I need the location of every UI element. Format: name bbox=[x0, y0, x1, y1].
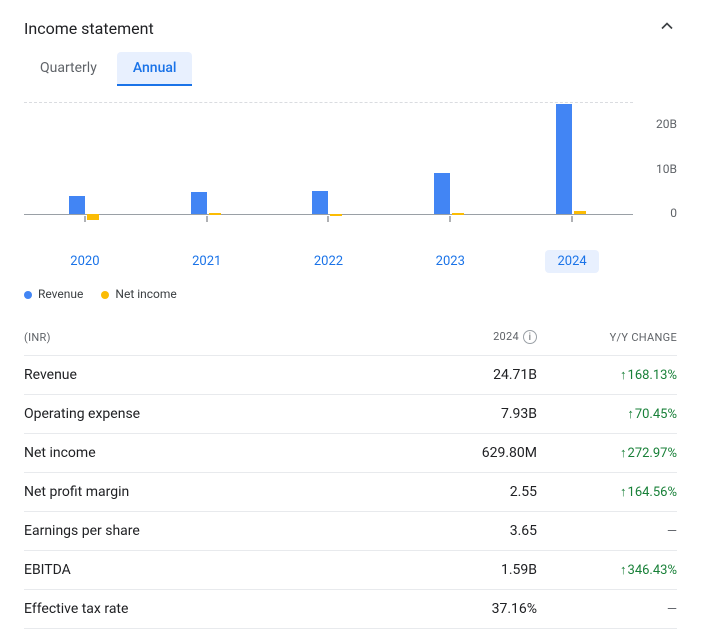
revenue-bar bbox=[312, 191, 328, 214]
income-bar-chart: 20B 10B 0 bbox=[24, 102, 677, 242]
metric-change: 164.56% bbox=[537, 484, 677, 500]
metric-value: 7.93B bbox=[397, 406, 537, 422]
metric-change: — bbox=[537, 602, 677, 617]
bar-group[interactable] bbox=[177, 103, 237, 222]
metric-value: 2.55 bbox=[397, 484, 537, 500]
x-label-year[interactable]: 2022 bbox=[302, 250, 355, 273]
table-row: Net income629.80M272.97% bbox=[24, 434, 677, 473]
income-table: (INR) 2024i Y/Y CHANGE Revenue24.71B168.… bbox=[24, 319, 677, 629]
y-tick-label: 20B bbox=[656, 117, 677, 131]
x-tick bbox=[328, 216, 329, 222]
metric-change: 168.13% bbox=[537, 367, 677, 383]
metric-value: 1.59B bbox=[397, 562, 537, 578]
metric-value: 24.71B bbox=[397, 367, 537, 383]
metric-label: Revenue bbox=[24, 367, 397, 383]
x-label-year[interactable]: 2020 bbox=[58, 250, 111, 273]
netincome-bar bbox=[209, 213, 221, 215]
table-row: Effective tax rate37.16%— bbox=[24, 590, 677, 629]
metric-change: 346.43% bbox=[537, 562, 677, 578]
metric-change: — bbox=[537, 524, 677, 539]
period-tabs: Quarterly Annual bbox=[24, 52, 677, 86]
netincome-bar bbox=[574, 211, 586, 214]
metric-label: Net profit margin bbox=[24, 484, 397, 500]
metric-value: 37.16% bbox=[397, 601, 537, 617]
col-value: 2024i bbox=[397, 330, 537, 344]
x-label-year[interactable]: 2024 bbox=[545, 250, 598, 273]
bar-group[interactable] bbox=[420, 103, 480, 222]
netincome-bar bbox=[452, 213, 464, 215]
table-row: EBITDA1.59B346.43% bbox=[24, 551, 677, 590]
bar-group[interactable] bbox=[298, 103, 358, 222]
col-change: Y/Y CHANGE bbox=[537, 331, 677, 344]
x-tick bbox=[572, 216, 573, 222]
table-row: Operating expense7.93B70.45% bbox=[24, 395, 677, 434]
revenue-bar bbox=[556, 104, 572, 214]
x-tick bbox=[84, 216, 85, 222]
metric-label: Net income bbox=[24, 445, 397, 461]
tab-annual[interactable]: Annual bbox=[117, 52, 193, 86]
x-label-year[interactable]: 2021 bbox=[180, 250, 233, 273]
metric-label: Effective tax rate bbox=[24, 601, 397, 617]
revenue-bar bbox=[191, 192, 207, 214]
table-row: Earnings per share3.65— bbox=[24, 512, 677, 551]
x-tick bbox=[206, 216, 207, 222]
netincome-bar bbox=[87, 214, 99, 220]
x-tick bbox=[450, 216, 451, 222]
y-tick-label: 10B bbox=[656, 162, 677, 176]
netincome-bar bbox=[330, 214, 342, 216]
bar-group[interactable] bbox=[542, 103, 602, 222]
col-currency: (INR) bbox=[24, 331, 397, 344]
metric-value: 3.65 bbox=[397, 523, 537, 539]
y-tick-label: 0 bbox=[670, 206, 677, 220]
legend-revenue: Revenue bbox=[24, 287, 83, 301]
info-icon[interactable]: i bbox=[523, 330, 537, 344]
tab-quarterly[interactable]: Quarterly bbox=[24, 52, 113, 86]
x-label-year[interactable]: 2023 bbox=[424, 250, 477, 273]
metric-label: EBITDA bbox=[24, 562, 397, 578]
metric-label: Operating expense bbox=[24, 406, 397, 422]
collapse-chevron-icon[interactable] bbox=[657, 16, 677, 40]
table-row: Net profit margin2.55164.56% bbox=[24, 473, 677, 512]
revenue-bar bbox=[434, 173, 450, 214]
legend-netincome: Net income bbox=[101, 287, 176, 301]
metric-change: 70.45% bbox=[537, 406, 677, 422]
revenue-bar bbox=[69, 196, 85, 214]
bar-group[interactable] bbox=[55, 103, 115, 222]
metric-label: Earnings per share bbox=[24, 523, 397, 539]
section-title: Income statement bbox=[24, 19, 154, 38]
metric-value: 629.80M bbox=[397, 445, 537, 461]
chart-legend: Revenue Net income bbox=[24, 287, 677, 301]
metric-change: 272.97% bbox=[537, 445, 677, 461]
table-row: Revenue24.71B168.13% bbox=[24, 356, 677, 395]
